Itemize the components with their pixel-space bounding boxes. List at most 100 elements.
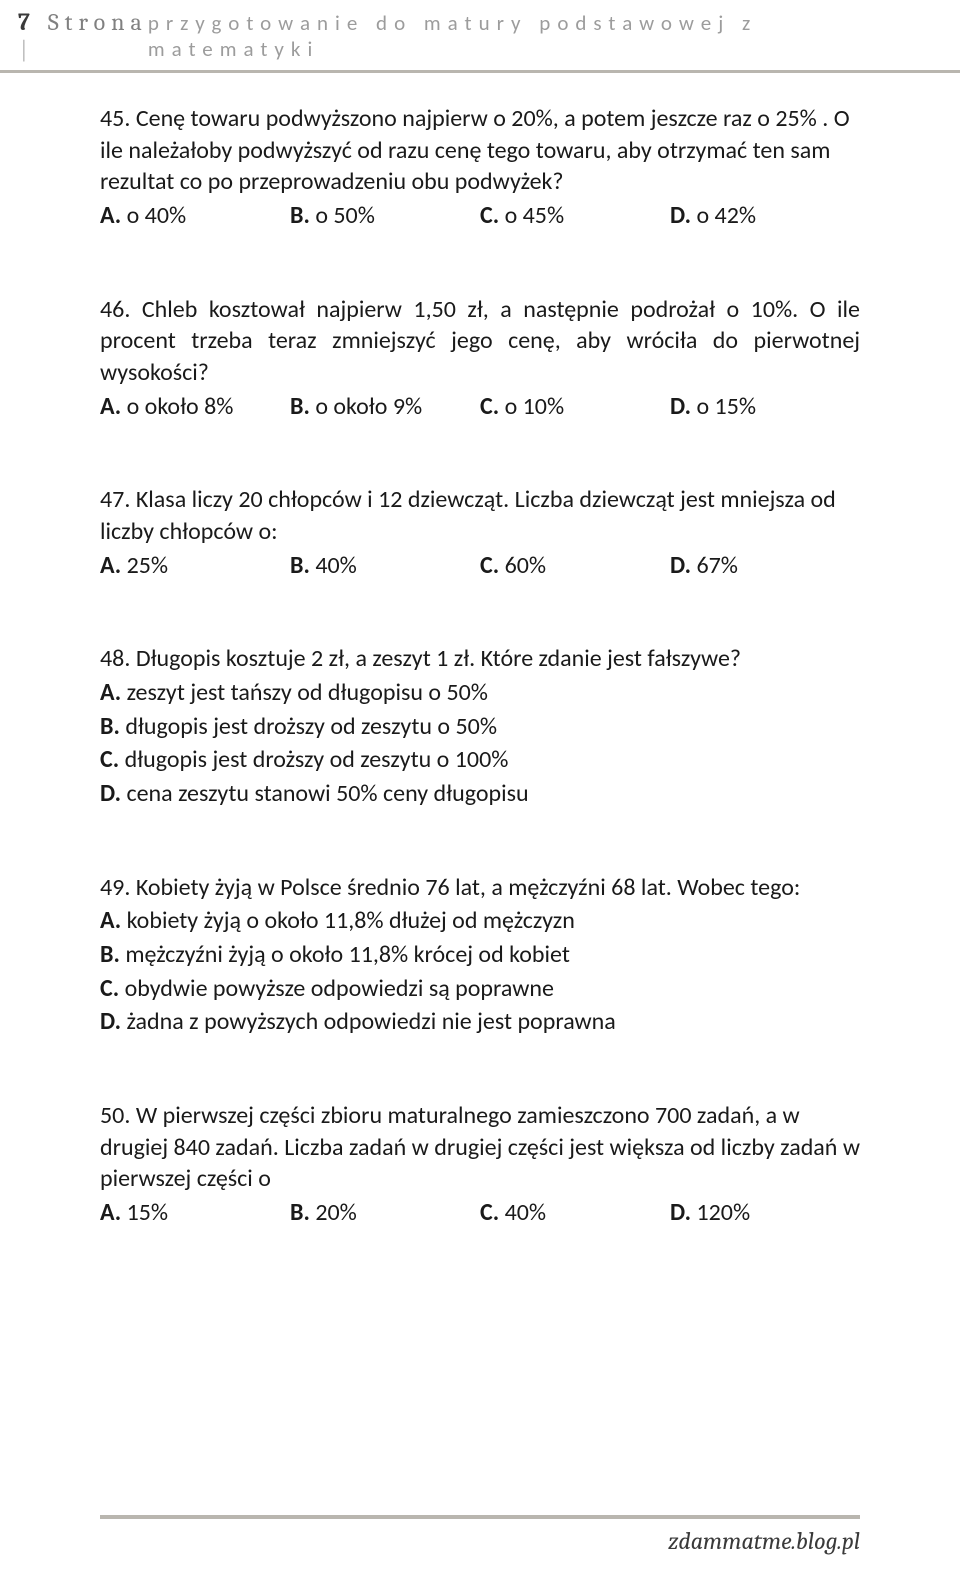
option-label: C.	[100, 745, 119, 774]
option: D. o 42%	[670, 200, 860, 232]
option: D. żadna z powyższych odpowiedzi nie jes…	[100, 1006, 860, 1038]
question-stem: 45. Cenę towaru podwyższono najpierw o 2…	[100, 103, 860, 198]
option-text: mężczyźni żyją o około 11,8% krócej od k…	[125, 940, 570, 969]
question-text: W pierwszej części zbioru maturalnego za…	[100, 1101, 860, 1193]
options-row: A. 15%B. 20%C. 40%D. 120%	[100, 1197, 860, 1229]
question-stem: 50. W pierwszej części zbioru maturalneg…	[100, 1100, 860, 1195]
option-label: D.	[670, 392, 691, 421]
options-row: A. o 40%B. o 50%C. o 45%D. o 42%	[100, 200, 860, 232]
question-number: 49.	[100, 873, 130, 902]
option: B. mężczyźni żyją o około 11,8% krócej o…	[100, 939, 860, 971]
option-text: o 40%	[127, 201, 187, 230]
question-text: Klasa liczy 20 chłopców i 12 dziewcząt. …	[100, 485, 836, 546]
option-text: 40%	[505, 1198, 546, 1227]
page-number-divider: |	[18, 36, 30, 64]
option: B. o około 9%	[290, 391, 480, 423]
option-label: C.	[100, 974, 119, 1003]
option-text: 60%	[505, 551, 546, 580]
option-label: A.	[100, 392, 121, 421]
option-text: o 42%	[696, 201, 756, 230]
option: C. długopis jest droższy od zeszytu o 10…	[100, 744, 860, 776]
question: 49. Kobiety żyją w Polsce średnio 76 lat…	[100, 872, 860, 1038]
page-number-value: 7	[18, 8, 30, 36]
option: A. zeszyt jest tańszy od długopisu o 50%	[100, 677, 860, 709]
question-stem: 47. Klasa liczy 20 chłopców i 12 dziewcz…	[100, 484, 860, 547]
question-text: Chleb kosztował najpierw 1,50 zł, a nast…	[100, 295, 860, 387]
header-subtitle: przygotowanie do matury podstawowej z ma…	[148, 10, 860, 62]
page-header: 7 | Strona przygotowanie do matury podst…	[0, 0, 960, 73]
option-label: B.	[100, 712, 120, 741]
options-row: A. 25%B. 40%C. 60%D. 67%	[100, 550, 860, 582]
options-list: A. kobiety żyją o około 11,8% dłużej od …	[100, 905, 860, 1038]
option-text: o około 9%	[315, 392, 422, 421]
option-text: 15%	[127, 1198, 168, 1227]
page: 7 | Strona przygotowanie do matury podst…	[0, 0, 960, 1575]
option-text: długopis jest droższy od zeszytu o 100%	[125, 745, 509, 774]
option-text: 25%	[127, 551, 168, 580]
option-text: o 45%	[505, 201, 565, 230]
question-number: 47.	[100, 485, 130, 514]
option-label: D.	[670, 201, 691, 230]
question: 46. Chleb kosztował najpierw 1,50 zł, a …	[100, 294, 860, 423]
option-text: 120%	[696, 1198, 750, 1227]
option: D. cena zeszytu stanowi 50% ceny długopi…	[100, 778, 860, 810]
question-stem: 49. Kobiety żyją w Polsce średnio 76 lat…	[100, 872, 860, 904]
option-text: o około 8%	[127, 392, 234, 421]
option-label: A.	[100, 678, 121, 707]
question-text: Cenę towaru podwyższono najpierw o 20%, …	[100, 104, 850, 196]
question: 47. Klasa liczy 20 chłopców i 12 dziewcz…	[100, 484, 860, 581]
option-text: zeszyt jest tańszy od długopisu o 50%	[127, 678, 488, 707]
option-label: B.	[290, 1198, 310, 1227]
question-number: 45.	[100, 104, 130, 133]
option-text: o 15%	[696, 392, 756, 421]
option-text: żadna z powyższych odpowiedzi nie jest p…	[126, 1007, 615, 1036]
option-label: A.	[100, 201, 121, 230]
option: C. obydwie powyższe odpowiedzi są popraw…	[100, 973, 860, 1005]
question-stem: 48. Długopis kosztuje 2 zł, a zeszyt 1 z…	[100, 643, 860, 675]
question: 45. Cenę towaru podwyższono najpierw o 2…	[100, 103, 860, 232]
content-area: 45. Cenę towaru podwyższono najpierw o 2…	[0, 73, 960, 1351]
options-list: A. zeszyt jest tańszy od długopisu o 50%…	[100, 677, 860, 810]
option-label: A.	[100, 551, 121, 580]
option: D. 67%	[670, 550, 860, 582]
option: A. 25%	[100, 550, 290, 582]
footer-link: zdammatme.blog.pl	[668, 1527, 860, 1555]
option-label: C.	[480, 392, 499, 421]
footer-rule	[100, 1515, 860, 1519]
option: C. 60%	[480, 550, 670, 582]
option-label: B.	[100, 940, 120, 969]
option-label: B.	[290, 551, 310, 580]
page-number: 7 |	[18, 8, 44, 64]
option-label: C.	[480, 551, 499, 580]
option-text: o 10%	[505, 392, 565, 421]
option-label: D.	[100, 779, 121, 808]
option-text: 67%	[696, 551, 737, 580]
question-text: Długopis kosztuje 2 zł, a zeszyt 1 zł. K…	[136, 644, 741, 673]
question-stem: 46. Chleb kosztował najpierw 1,50 zł, a …	[100, 294, 860, 389]
option: A. o około 8%	[100, 391, 290, 423]
option-label: A.	[100, 906, 121, 935]
option: A. kobiety żyją o około 11,8% dłużej od …	[100, 905, 860, 937]
option: C. o 10%	[480, 391, 670, 423]
options-row: A. o około 8%B. o około 9%C. o 10%D. o 1…	[100, 391, 860, 423]
question-text: Kobiety żyją w Polsce średnio 76 lat, a …	[136, 873, 800, 902]
option-text: kobiety żyją o około 11,8% dłużej od męż…	[127, 906, 575, 935]
option-label: C.	[480, 201, 499, 230]
option: D. 120%	[670, 1197, 860, 1229]
option-text: 20%	[315, 1198, 356, 1227]
option: B. 20%	[290, 1197, 480, 1229]
option: B. długopis jest droższy od zeszytu o 50…	[100, 711, 860, 743]
option-text: cena zeszytu stanowi 50% ceny długopisu	[126, 779, 528, 808]
question: 48. Długopis kosztuje 2 zł, a zeszyt 1 z…	[100, 643, 860, 809]
option-label: C.	[480, 1198, 499, 1227]
option-label: D.	[670, 551, 691, 580]
option-label: D.	[670, 1198, 691, 1227]
question-number: 46.	[100, 295, 130, 324]
option: C. o 45%	[480, 200, 670, 232]
option: D. o 15%	[670, 391, 860, 423]
option: B. 40%	[290, 550, 480, 582]
option-label: D.	[100, 1007, 121, 1036]
option: A. 15%	[100, 1197, 290, 1229]
option: B. o 50%	[290, 200, 480, 232]
option-label: B.	[290, 392, 310, 421]
